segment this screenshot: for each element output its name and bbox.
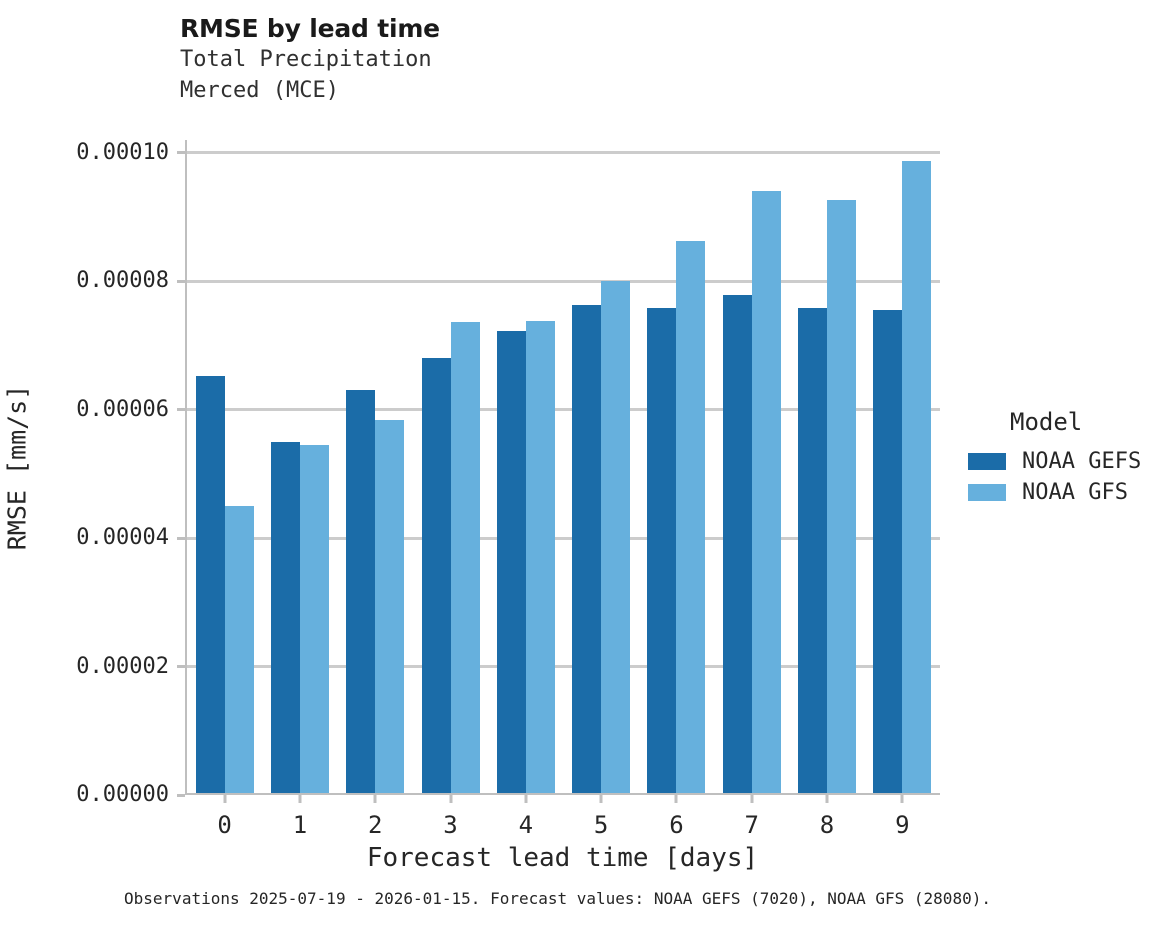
x-axis-tick-label: 1 <box>292 811 308 839</box>
bar-noaa-gfs-day-4[interactable] <box>525 320 555 793</box>
x-axis-tick-label: 8 <box>819 811 835 839</box>
y-axis-tick-mark <box>177 536 185 540</box>
plot-frame <box>185 140 940 795</box>
x-axis-tick-mark <box>524 795 528 803</box>
legend-item-noaa-gefs[interactable]: NOAA GEFS <box>968 446 1168 477</box>
gridline <box>185 536 940 540</box>
plot-area: 0.00000 0.00002 0.00004 0.00006 0.00008 0.000… <box>76 140 940 837</box>
bar-noaa-gfs-day-7[interactable] <box>751 190 781 793</box>
x-axis-tick-mark <box>373 795 377 803</box>
bar-group: 8 <box>789 140 864 837</box>
bar-group: 9 <box>865 140 940 837</box>
bar-noaa-gfs-day-3[interactable] <box>450 321 480 793</box>
x-axis-tick-label: 0 <box>217 811 232 839</box>
bar-noaa-gefs-day-3[interactable] <box>421 358 451 793</box>
x-axis-tick-label: 4 <box>518 811 534 839</box>
y-axis-tick-label: 0.00010 <box>76 139 169 165</box>
bar-noaa-gfs-day-5[interactable] <box>601 280 631 793</box>
bar-noaa-gefs-day-9[interactable] <box>873 310 903 793</box>
gridline <box>185 665 940 669</box>
x-axis-tick-label: 3 <box>443 811 458 839</box>
bar-noaa-gefs-day-2[interactable] <box>346 390 376 793</box>
bar-noaa-gfs-day-6[interactable] <box>676 240 706 793</box>
y-axis-tick-mark <box>177 408 185 412</box>
bar-noaa-gefs-day-4[interactable] <box>496 330 526 793</box>
bar-group: 3 <box>413 140 488 837</box>
y-axis-tick-label: 0.00002 <box>76 653 169 679</box>
x-axis-tick-label: 9 <box>895 811 910 839</box>
bar-group: 6 <box>639 140 714 837</box>
x-axis-tick-label: 7 <box>744 811 759 839</box>
bar-noaa-gfs-day-8[interactable] <box>827 199 856 793</box>
chart-subtitle-variable: Total Precipitation <box>180 47 432 72</box>
bar-noaa-gefs-day-7[interactable] <box>722 294 752 793</box>
gridline <box>185 279 940 283</box>
x-axis-title-label: Forecast lead time [days] <box>366 843 759 873</box>
x-axis-tick-mark <box>825 795 829 803</box>
x-axis-tick-label: 6 <box>669 811 684 839</box>
legend-swatch-noaa-gfs <box>968 484 1006 501</box>
bar-noaa-gefs-day-1[interactable] <box>270 442 300 793</box>
y-axis-title-label: RMSE [mm/s] <box>2 384 32 551</box>
bar-noaa-gefs-day-8[interactable] <box>798 308 828 793</box>
x-axis-tick-mark <box>599 795 603 803</box>
x-axis-title: Forecast lead time [days] <box>185 843 940 873</box>
gridline <box>185 151 940 155</box>
bar-group: 2 <box>338 140 413 837</box>
y-axis-tick-mark <box>177 793 185 797</box>
legend-item-noaa-gfs[interactable]: NOAA GFS <box>968 477 1168 508</box>
y-axis-tick-label: 0.00004 <box>76 525 169 551</box>
page-title: RMSE by lead time <box>180 14 440 43</box>
y-axis-tick-mark <box>177 665 185 669</box>
bars-layer: 0 1 2 3 4 5 6 7 8 9 <box>187 140 940 837</box>
legend-title: Model <box>1010 408 1083 436</box>
x-axis-tick-mark <box>298 795 302 803</box>
x-axis-tick-mark <box>750 795 754 803</box>
y-axis-tick-label: 0.00006 <box>76 396 169 422</box>
bar-noaa-gefs-day-6[interactable] <box>647 308 677 793</box>
bar-noaa-gfs-day-9[interactable] <box>902 160 932 793</box>
bar-noaa-gfs-day-0[interactable] <box>224 506 254 793</box>
x-axis-tick-mark <box>449 795 453 803</box>
gridline <box>185 408 940 412</box>
legend-item-label: NOAA GFS <box>1022 479 1128 505</box>
chart-caption: Observations 2025-07-19 - 2026-01-15. Fo… <box>124 889 991 908</box>
chart-subtitle-station: Merced (MCE) <box>180 78 339 103</box>
x-axis-tick-mark <box>900 795 904 803</box>
bar-noaa-gfs-day-2[interactable] <box>375 420 405 793</box>
legend-item-label: NOAA GEFS <box>1022 448 1142 474</box>
bar-group: 4 <box>488 140 563 837</box>
bar-noaa-gefs-day-5[interactable] <box>572 304 602 793</box>
bar-noaa-gfs-day-1[interactable] <box>299 445 329 793</box>
y-axis-tick-mark <box>177 279 185 283</box>
bar-group: 7 <box>714 140 789 837</box>
x-axis-tick-mark <box>223 795 227 803</box>
legend: Model NOAA GEFS NOAA GFS <box>968 408 1168 508</box>
y-axis-tick-label: 0.00008 <box>76 268 169 294</box>
x-axis-tick-label: 2 <box>368 811 383 839</box>
bar-noaa-gefs-day-0[interactable] <box>195 375 225 793</box>
x-axis-tick-label: 5 <box>593 811 609 839</box>
y-axis-tick-label: 0.00000 <box>76 782 169 807</box>
bar-group: 5 <box>563 140 638 837</box>
y-axis-tick-mark <box>177 151 185 155</box>
legend-items: NOAA GEFS NOAA GFS <box>968 446 1168 508</box>
bar-group: 0 <box>187 140 262 837</box>
x-axis-tick-mark <box>674 795 678 803</box>
y-axis-title: RMSE [mm/s] <box>0 140 34 795</box>
bar-group: 1 <box>262 140 337 837</box>
legend-swatch-noaa-gefs <box>968 453 1006 470</box>
title-block: RMSE by lead time Total Precipitation Me… <box>180 14 940 106</box>
